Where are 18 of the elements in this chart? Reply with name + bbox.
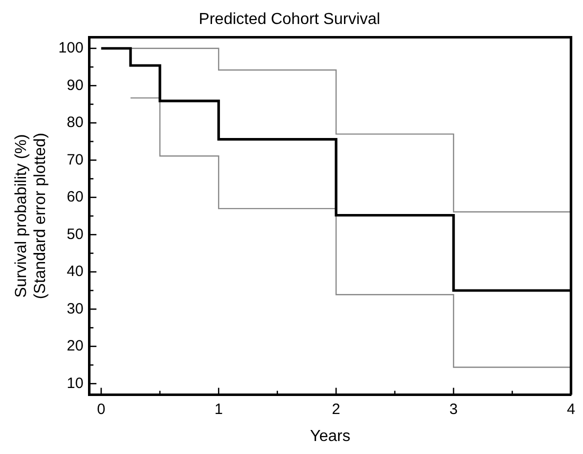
y-tick-label: 60 <box>66 188 84 206</box>
chart-title: Predicted Cohort Survival <box>198 11 380 28</box>
y-tick-label: 40 <box>66 263 84 280</box>
x-tick-label: 1 <box>214 400 223 418</box>
y-tick-label: 30 <box>66 300 84 318</box>
y-tick-label: 90 <box>66 76 84 94</box>
y-tick-label: 70 <box>66 151 84 168</box>
y-tick-label: 50 <box>66 226 84 243</box>
y-tick-label: 10 <box>66 374 84 392</box>
y-tick-label: 100 <box>58 40 84 57</box>
x-tick-label: 3 <box>449 400 458 418</box>
x-tick-label: 4 <box>566 400 576 418</box>
y-tick-label: 20 <box>66 338 84 355</box>
x-tick-label: 2 <box>332 400 340 418</box>
y-tick-label: 80 <box>66 114 84 132</box>
x-axis-title: Years <box>310 428 350 445</box>
y-axis-title: Survival probability (%) (Standard error plotted) <box>13 132 50 300</box>
x-tick-label: 0 <box>97 400 106 418</box>
